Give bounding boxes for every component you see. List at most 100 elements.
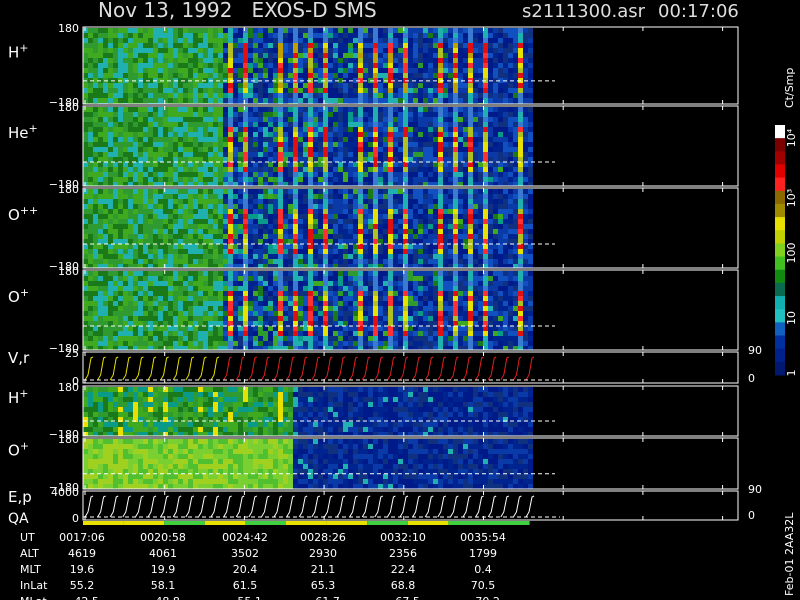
spectrogram-cell bbox=[288, 53, 293, 58]
spectrogram-cell bbox=[208, 68, 213, 73]
spectrogram-cell bbox=[293, 33, 298, 38]
spectrogram-cell bbox=[323, 229, 328, 234]
spectrogram-cell bbox=[123, 152, 128, 157]
spectrogram-cell bbox=[348, 142, 353, 147]
spectrogram-cell bbox=[323, 152, 328, 157]
spectrogram-cell bbox=[328, 152, 333, 157]
spectrogram-cell bbox=[143, 142, 148, 147]
spectrogram-cell bbox=[263, 38, 268, 43]
spectrogram-cell bbox=[413, 199, 418, 204]
spectrogram-cell bbox=[233, 142, 238, 147]
spectrogram-cell bbox=[213, 331, 218, 336]
spectrogram-cell bbox=[93, 182, 98, 186]
spectrogram-cell bbox=[343, 199, 348, 204]
spectrogram-cell bbox=[483, 194, 488, 199]
spectrogram-cell bbox=[213, 341, 218, 346]
spectrogram-cell bbox=[453, 43, 458, 48]
spectrogram-cell bbox=[248, 244, 253, 249]
spectrogram-cell bbox=[208, 167, 213, 172]
spectrogram-cell bbox=[458, 33, 463, 38]
spectrogram-cell bbox=[273, 306, 278, 311]
spectrogram-cell bbox=[413, 244, 418, 249]
spectrogram-cell bbox=[443, 244, 448, 249]
spectrogram-cell bbox=[513, 264, 518, 268]
spectrogram-cell bbox=[338, 58, 343, 63]
spectrogram-cell bbox=[308, 63, 313, 68]
spectrogram-cell bbox=[288, 224, 293, 229]
spectrogram-cell bbox=[388, 78, 393, 83]
spectrogram-cell bbox=[368, 28, 373, 33]
spectrogram-cell bbox=[163, 28, 168, 33]
spectrogram-cell bbox=[493, 142, 498, 147]
spectrogram-cell bbox=[208, 326, 213, 331]
spectrogram-cell bbox=[308, 142, 313, 147]
spectrogram-cell bbox=[498, 182, 503, 186]
spectrogram-cell bbox=[448, 33, 453, 38]
spectrogram-cell bbox=[318, 254, 323, 259]
spectrogram-cell bbox=[373, 157, 378, 162]
spectrogram-cell bbox=[518, 182, 523, 186]
spectrogram-cell bbox=[203, 306, 208, 311]
spectrogram-cell bbox=[333, 107, 338, 112]
spectrogram-cell bbox=[473, 28, 478, 33]
spectrogram-cell bbox=[313, 93, 318, 98]
spectrogram-cell bbox=[308, 53, 313, 58]
spectrogram-cell bbox=[433, 157, 438, 162]
spectrogram-cell bbox=[418, 199, 423, 204]
spectrogram-cell bbox=[353, 249, 358, 254]
spectrogram-cell bbox=[123, 93, 128, 98]
spectrogram-cell bbox=[218, 326, 223, 331]
spectrogram-cell bbox=[268, 58, 273, 63]
spectrogram-cell bbox=[168, 259, 173, 264]
spectrogram-cell bbox=[178, 162, 183, 167]
spectrogram-cell bbox=[178, 78, 183, 83]
spectrogram-cell bbox=[223, 306, 228, 311]
spectrogram-cell bbox=[128, 172, 133, 177]
spectrogram-cell bbox=[118, 271, 123, 276]
spectrogram-cell bbox=[138, 147, 143, 152]
spectrogram-cell bbox=[93, 259, 98, 264]
spectrogram-cell bbox=[393, 177, 398, 182]
spectrogram-cell bbox=[108, 68, 113, 73]
spectrogram-cell bbox=[133, 48, 138, 53]
spectrogram-cell bbox=[423, 157, 428, 162]
spectrogram-cell bbox=[83, 281, 88, 286]
spectrogram-cell bbox=[373, 112, 378, 117]
spectrogram-cell bbox=[393, 249, 398, 254]
spectrogram-cell bbox=[368, 93, 373, 98]
spectrogram-cell bbox=[383, 157, 388, 162]
spectrogram-cell bbox=[328, 194, 333, 199]
spectrogram-cell bbox=[508, 83, 513, 88]
spectrogram-cell bbox=[268, 244, 273, 249]
spectrogram-cell bbox=[343, 117, 348, 122]
spectrogram-cell bbox=[173, 254, 178, 259]
spectrogram-cell bbox=[378, 254, 383, 259]
spectrogram-cell bbox=[183, 239, 188, 244]
spectrogram-cell bbox=[518, 28, 523, 33]
spectrogram-cell bbox=[143, 73, 148, 78]
spectrogram-cell bbox=[143, 63, 148, 68]
spectrogram-cell bbox=[178, 93, 183, 98]
spectrogram-cell bbox=[228, 286, 233, 291]
spectrogram-cell bbox=[423, 254, 428, 259]
spectrogram-cell bbox=[233, 234, 238, 239]
spectrogram-cell bbox=[168, 73, 173, 78]
spectrogram-cell bbox=[243, 53, 248, 58]
spectrogram-cell bbox=[178, 291, 183, 296]
spectrogram-cell bbox=[108, 63, 113, 68]
spectrogram-cell bbox=[458, 38, 463, 43]
spectrogram-cell bbox=[143, 88, 148, 93]
spectrogram-cell bbox=[98, 214, 103, 219]
spectrogram-cell bbox=[348, 28, 353, 33]
spectrogram-cell bbox=[118, 194, 123, 199]
spectrogram-cell bbox=[293, 209, 298, 214]
spectrogram-cell bbox=[248, 78, 253, 83]
spectrogram-cell bbox=[208, 33, 213, 38]
spectrogram-cell bbox=[478, 73, 483, 78]
spectrogram-cell bbox=[173, 68, 178, 73]
spectrogram-cell bbox=[493, 58, 498, 63]
spectrogram-cell bbox=[83, 53, 88, 58]
spectrogram-cell bbox=[268, 194, 273, 199]
spectrogram-cell bbox=[353, 214, 358, 219]
spectrogram-cell bbox=[313, 199, 318, 204]
